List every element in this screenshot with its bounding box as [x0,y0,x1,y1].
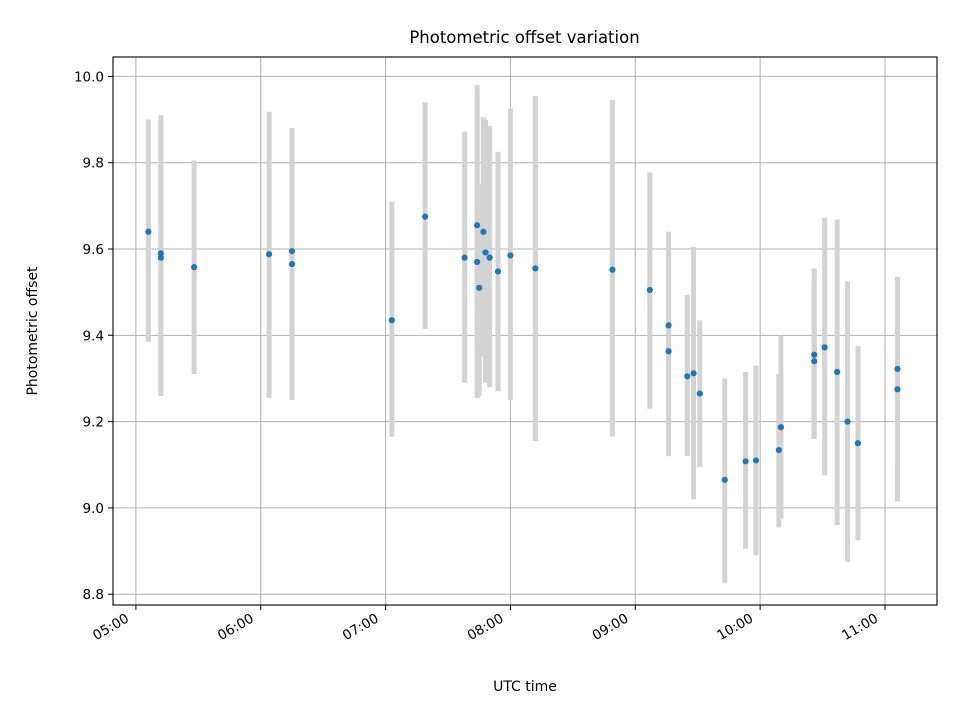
y-axis-label: Photometric offset [25,266,41,396]
x-axis-label: UTC time [493,679,557,695]
data-point [834,368,841,376]
data-point [191,264,198,271]
data-points [145,213,901,483]
data-point [145,228,152,235]
data-point [894,365,901,373]
data-point [775,446,782,454]
data-point [422,213,429,220]
data-point [854,440,862,447]
data-point [844,418,851,425]
y-axis-ticks: 8.8 9.0 9.2 9.4 9.6 9.8 10.0 [74,69,113,603]
data-point [265,251,273,258]
y-tick-label: 9.6 [83,242,104,258]
grid [113,57,937,605]
data-point [288,248,296,255]
data-point [532,265,539,272]
data-point [480,228,487,235]
data-point [609,266,616,273]
data-point [482,249,489,256]
y-tick-label: 8.8 [83,587,104,603]
data-point [684,373,691,380]
data-point [742,458,749,465]
data-point [690,370,697,377]
data-point [894,386,901,393]
data-point [494,268,502,275]
data-point [665,348,672,355]
data-point [288,261,296,268]
data-point [474,222,481,229]
data-point [476,284,483,291]
data-point [157,250,164,257]
data-point [752,457,760,464]
y-tick-label: 9.8 [83,156,104,172]
y-tick-label: 9.4 [83,328,104,344]
chart-title: Photometric offset variation [409,28,639,47]
data-point [777,424,785,431]
data-point [721,476,728,483]
data-point [507,252,514,259]
data-point [486,254,493,261]
data-point [811,358,818,365]
data-point [157,254,164,261]
data-point [461,254,468,261]
y-tick-label: 9.2 [83,415,104,431]
data-point [811,351,818,358]
data-point [646,286,653,294]
plot-frame [112,56,938,606]
data-point [821,344,828,351]
data-point [388,317,395,324]
y-tick-label: 9.0 [83,501,104,517]
data-point [696,390,703,397]
y-tick-label: 10.0 [74,69,104,85]
data-point [665,322,672,329]
data-point [474,258,481,266]
